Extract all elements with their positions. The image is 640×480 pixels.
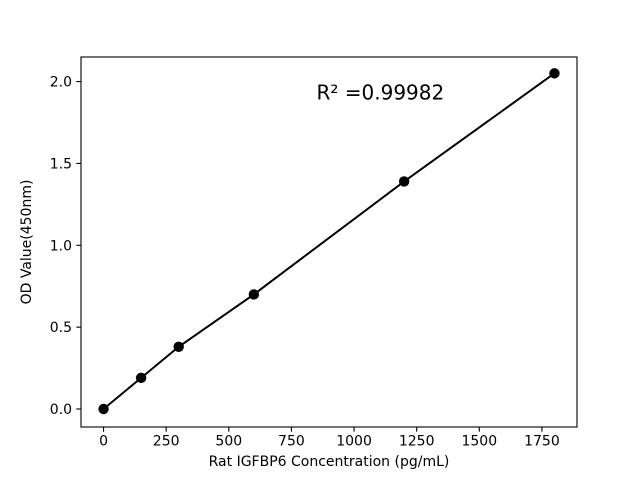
fit-line <box>102 72 556 410</box>
x-tick-label: 1500 <box>461 434 497 450</box>
y-axis-label: OD Value(450nm) <box>19 180 35 305</box>
data-point <box>248 289 260 300</box>
x-tick-label: 1000 <box>336 434 372 450</box>
y-tick-label: 1.0 <box>50 238 72 254</box>
r-squared-annotation: R² =0.99982 <box>316 81 444 105</box>
y-tick-label: 0.0 <box>50 402 72 418</box>
data-point <box>173 341 184 352</box>
data-point <box>135 372 147 384</box>
y-tick-label: 2.0 <box>50 75 72 91</box>
x-tick-label: 750 <box>278 434 305 450</box>
data-point <box>398 176 410 187</box>
plot-frame <box>80 56 578 428</box>
x-tick-label: 0 <box>99 434 108 450</box>
y-tick-label: 1.5 <box>50 156 72 172</box>
data-point <box>549 68 560 79</box>
x-axis-label: Rat IGFBP6 Concentration (pg/mL) <box>209 454 450 470</box>
x-tick-label: 1250 <box>399 434 435 450</box>
x-tick-label: 250 <box>153 434 180 450</box>
x-tick-label: 500 <box>215 434 242 450</box>
data-point <box>98 403 109 415</box>
x-tick-label: 1750 <box>524 434 560 450</box>
y-tick-label: 0.5 <box>50 320 72 336</box>
